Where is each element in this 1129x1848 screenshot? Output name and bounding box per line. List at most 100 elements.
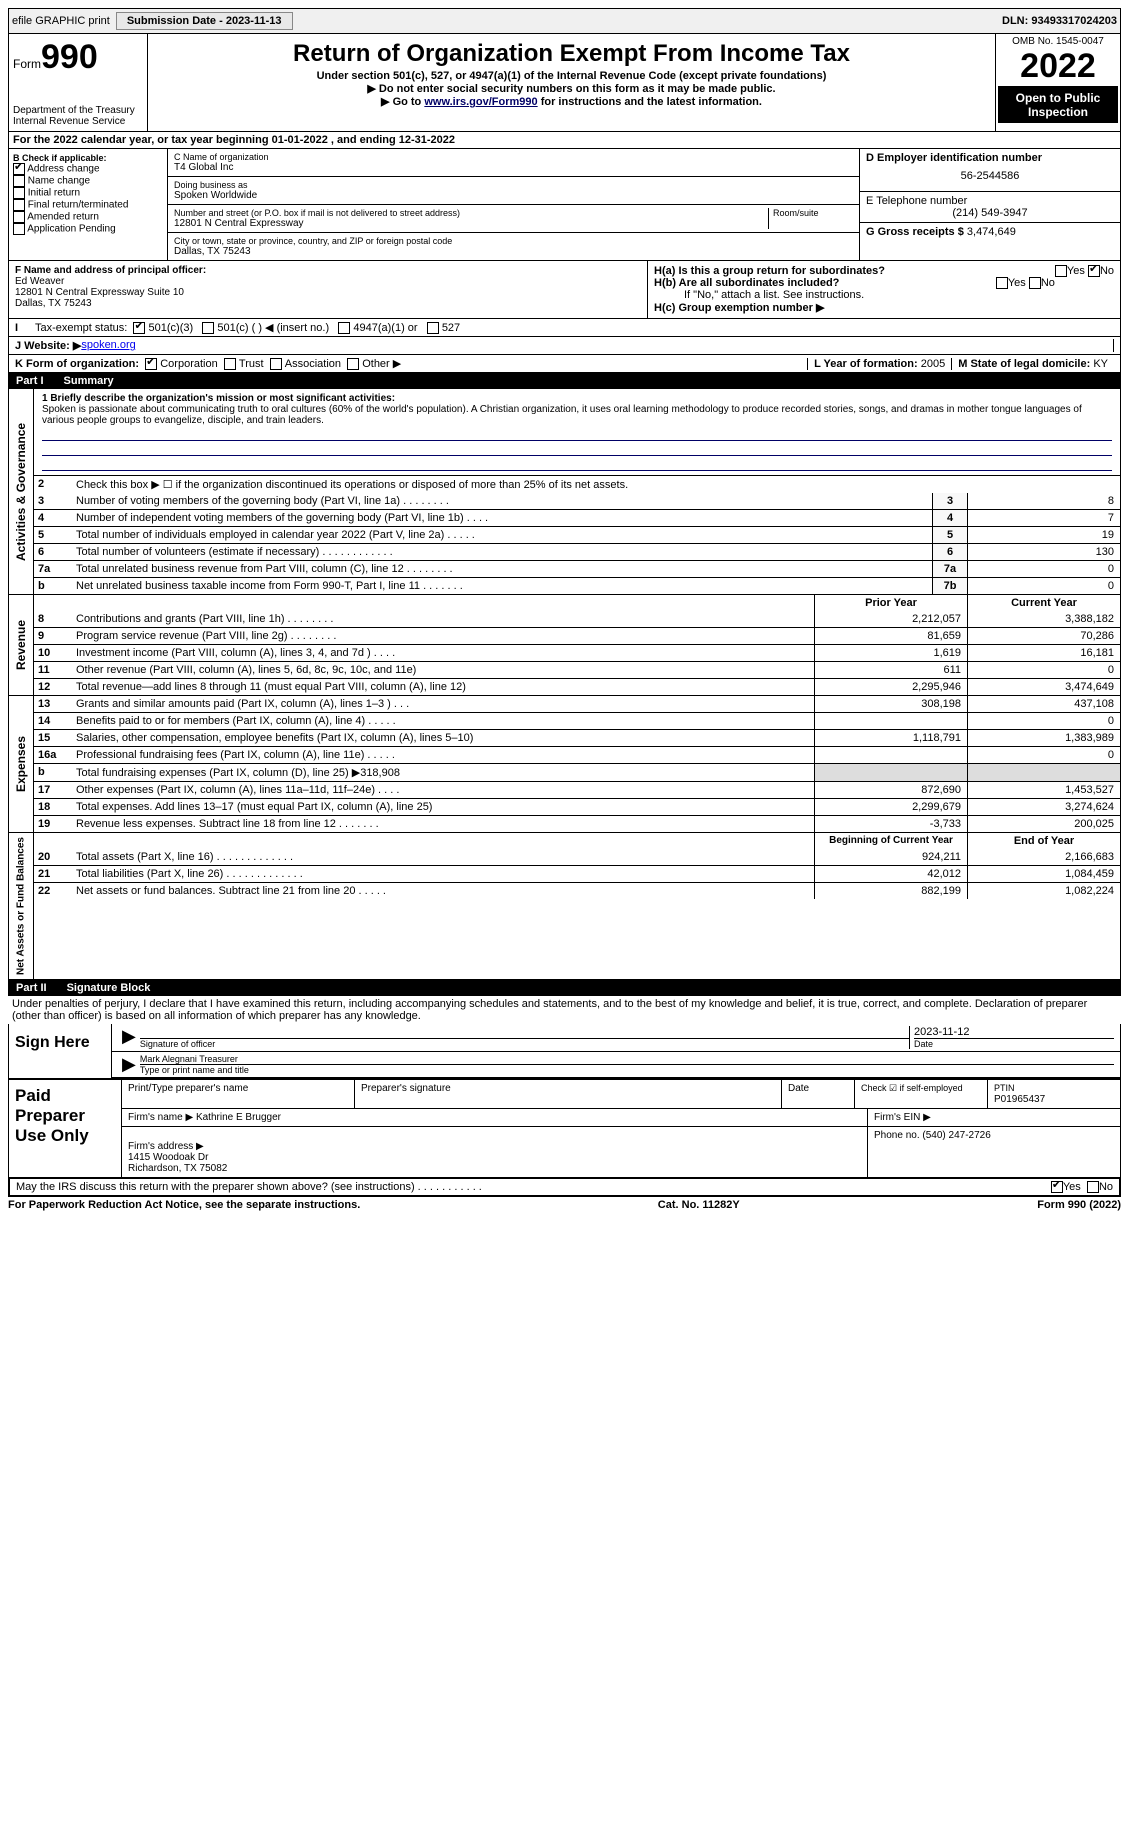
line-num: 12 [34, 679, 72, 695]
dln: DLN: 93493317024203 [1002, 15, 1117, 27]
ha-no-checkbox[interactable] [1088, 265, 1100, 277]
prior-value: 872,690 [814, 782, 967, 798]
m-label: M State of legal domicile: [958, 358, 1090, 370]
corp-checkbox[interactable] [145, 358, 157, 370]
part2-title: Part II [16, 982, 47, 994]
discuss-yes-checkbox[interactable] [1051, 1181, 1063, 1193]
hb-no-checkbox[interactable] [1029, 277, 1041, 289]
firm-addr: 1415 Woodoak Dr Richardson, TX 75082 [128, 1152, 227, 1174]
firm-name-label: Firm's name ▶ [128, 1112, 193, 1123]
part1-header: Part I Summary [8, 373, 1121, 389]
mission-text: Spoken is passionate about communicating… [42, 404, 1082, 426]
form-label: Form [13, 57, 41, 71]
dba: Spoken Worldwide [174, 190, 853, 201]
b-item-label: Name change [28, 176, 90, 187]
page-footer: For Paperwork Reduction Act Notice, see … [8, 1197, 1121, 1213]
line-num: 19 [34, 816, 72, 832]
b-checkbox[interactable] [13, 163, 25, 175]
trust-checkbox[interactable] [224, 358, 236, 370]
line-ref: 5 [932, 527, 967, 543]
header-left: Form990 Department of the Treasury Inter… [9, 34, 148, 131]
line-value: 19 [967, 527, 1120, 543]
line2: Check this box ▶ ☐ if the organization d… [72, 476, 1120, 493]
line-ref: 4 [932, 510, 967, 526]
line-num: 18 [34, 799, 72, 815]
current-value: 1,084,459 [967, 866, 1120, 882]
501c3-checkbox[interactable] [133, 322, 145, 334]
hb-yes-checkbox[interactable] [996, 277, 1008, 289]
form-title: Return of Organization Exempt From Incom… [152, 40, 991, 68]
sig-date-label: Date [914, 1038, 1114, 1049]
prep-name-label: Print/Type preparer's name [121, 1080, 354, 1108]
form-note1: ▶ Do not enter social security numbers o… [152, 82, 991, 95]
sign-here-label: Sign Here [9, 1024, 112, 1078]
b-checkbox[interactable] [13, 175, 25, 187]
501c-checkbox[interactable] [202, 322, 214, 334]
discuss-no-checkbox[interactable] [1087, 1181, 1099, 1193]
phone-label: E Telephone number [866, 195, 1114, 207]
b-checkbox[interactable] [13, 199, 25, 211]
begin-year-header: Beginning of Current Year [814, 833, 967, 849]
discuss-row: May the IRS discuss this return with the… [9, 1177, 1120, 1196]
527-checkbox[interactable] [427, 322, 439, 334]
ha-yes-checkbox[interactable] [1055, 265, 1067, 277]
line-desc: Salaries, other compensation, employee b… [72, 730, 814, 746]
org-name: T4 Global Inc [174, 162, 853, 173]
line-num: 4 [34, 510, 72, 526]
b-checkbox[interactable] [13, 187, 25, 199]
paid-preparer-block: Paid Preparer Use Only Print/Type prepar… [9, 1078, 1120, 1177]
line-num: 16a [34, 747, 72, 763]
line-desc: Number of voting members of the governin… [72, 493, 932, 509]
line-desc: Program service revenue (Part VIII, line… [72, 628, 814, 644]
ptin-label: PTIN [994, 1083, 1015, 1093]
b-checkbox[interactable] [13, 211, 25, 223]
line-desc: Other expenses (Part IX, column (A), lin… [72, 782, 814, 798]
principal-row: F Name and address of principal officer:… [9, 260, 1120, 318]
current-value: 200,025 [967, 816, 1120, 832]
line-desc: Other revenue (Part VIII, column (A), li… [72, 662, 814, 678]
gross-receipts: 3,474,649 [967, 226, 1016, 238]
hb-label: H(b) Are all subordinates included? [654, 277, 839, 289]
line-num: 22 [34, 883, 72, 899]
section-b: B Check if applicable: Address change Na… [9, 149, 168, 260]
form-number: 990 [41, 38, 98, 76]
line-desc: Contributions and grants (Part VIII, lin… [72, 611, 814, 627]
revenue-section: Revenue Prior Year Current Year 8 Contri… [8, 595, 1121, 696]
b-checkbox[interactable] [13, 223, 25, 235]
section-c: C Name of organization T4 Global Inc Doi… [168, 149, 860, 260]
other-checkbox[interactable] [347, 358, 359, 370]
form-ref: Form 990 (2022) [1037, 1199, 1121, 1211]
prior-value: 1,619 [814, 645, 967, 661]
ein-label: D Employer identification number [866, 152, 1114, 164]
b-item-label: Application Pending [27, 224, 115, 235]
4947-checkbox[interactable] [338, 322, 350, 334]
line-num: 8 [34, 611, 72, 627]
line-value: 0 [967, 578, 1120, 594]
line-num: 20 [34, 849, 72, 865]
dept-label: Department of the Treasury Internal Reve… [13, 105, 143, 127]
street-address: 12801 N Central Expressway [174, 218, 768, 229]
line-value: 0 [967, 561, 1120, 577]
line-num: b [34, 578, 72, 594]
hc-label: H(c) Group exemption number ▶ [654, 302, 824, 314]
exp-side-label: Expenses [9, 696, 34, 832]
line-desc: Revenue less expenses. Subtract line 18 … [72, 816, 814, 832]
prior-value: -3,733 [814, 816, 967, 832]
line-num: 6 [34, 544, 72, 560]
part2-name: Signature Block [67, 982, 151, 994]
website-link[interactable]: spoken.org [81, 339, 135, 352]
submission-button[interactable]: Submission Date - 2023-11-13 [116, 12, 293, 30]
section-d: D Employer identification number 56-2544… [860, 149, 1120, 260]
current-value [967, 764, 1120, 781]
irs-link[interactable]: www.irs.gov/Form990 [424, 96, 537, 108]
line-desc: Net unrelated business taxable income fr… [72, 578, 932, 594]
governance-section: Activities & Governance 1 Briefly descri… [8, 389, 1121, 595]
current-value: 3,388,182 [967, 611, 1120, 627]
ptin: P01965437 [994, 1094, 1045, 1105]
officer-name-title: Mark Alegnani Treasurer [140, 1054, 1114, 1064]
prior-value: 924,211 [814, 849, 967, 865]
mission-line [42, 426, 1112, 441]
arrow-icon: ▶ [118, 1026, 140, 1049]
assoc-checkbox[interactable] [270, 358, 282, 370]
line-desc: Professional fundraising fees (Part IX, … [72, 747, 814, 763]
